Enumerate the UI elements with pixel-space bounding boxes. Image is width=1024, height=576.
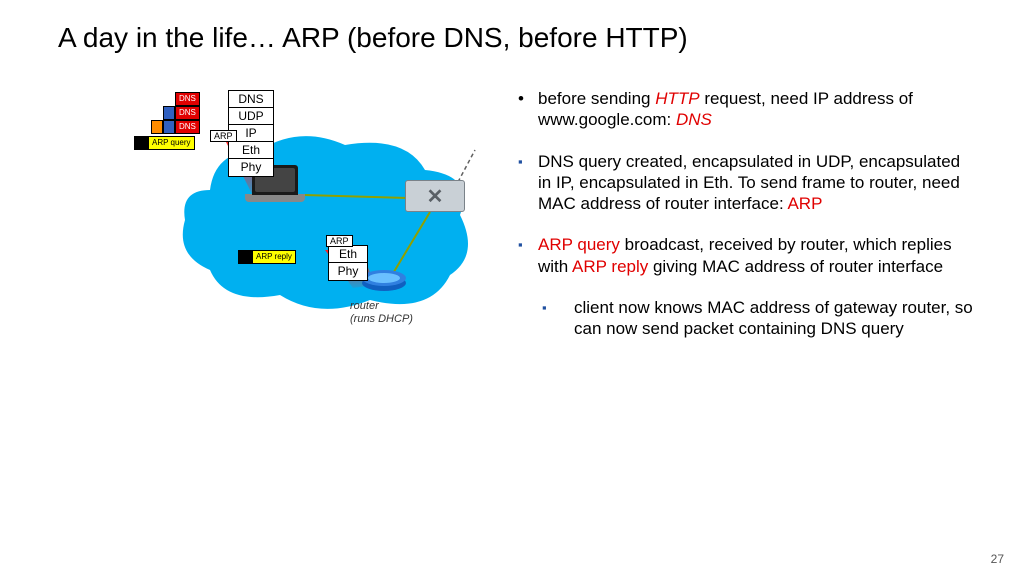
packet-dns-1: DNS <box>175 92 200 106</box>
packet-dns-3: DNS <box>151 120 200 134</box>
protocol-stack-router: Eth Phy <box>328 245 368 281</box>
router-caption: router(runs DHCP) <box>350 300 413 326</box>
packet-arp-reply: ARP reply <box>238 250 296 264</box>
page-number: 27 <box>991 552 1004 566</box>
bullet-list: •before sending HTTP request, need IP ad… <box>518 88 978 359</box>
packet-arp-query: ARP query <box>134 136 195 150</box>
arp-badge-router: ARP <box>326 235 353 247</box>
packet-dns-2: DNS <box>163 106 200 120</box>
switch-icon: ✕ <box>405 180 465 212</box>
arp-badge-client: ARP <box>210 130 237 142</box>
slide-title: A day in the life… ARP (before DNS, befo… <box>58 22 688 54</box>
network-diagram: ✕ router(runs DHCP) DNS UDP IP Eth Phy A… <box>130 90 490 350</box>
